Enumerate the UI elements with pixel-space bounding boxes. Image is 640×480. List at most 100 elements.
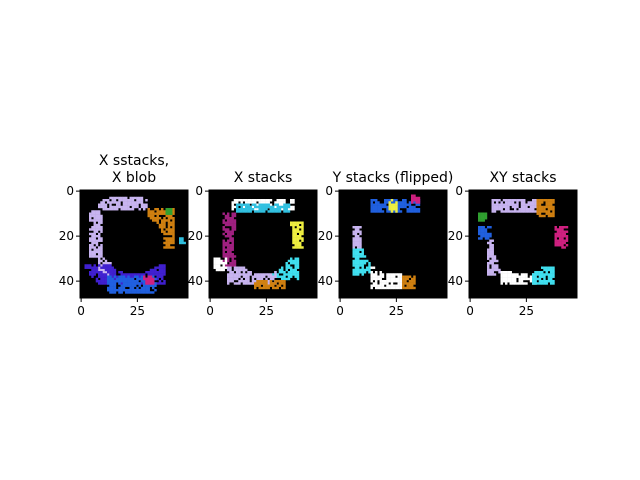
heatmap-cell [413,201,416,204]
heatmap-cell [500,203,503,206]
heatmap-cell [95,268,99,272]
heatmap-cell [129,291,132,294]
heatmap-cell [534,275,537,278]
heatmap-cell [233,226,237,229]
heatmap-cell [213,262,216,265]
heatmap-cell [292,232,295,236]
heatmap-cell [514,275,517,278]
heatmap-cell [138,275,141,278]
heatmap-cell [104,266,108,269]
y-tick-label: 20 [318,229,333,243]
heatmap-cell [113,275,117,278]
heatmap-cell [480,232,483,236]
heatmap-cell [478,228,481,231]
heatmap-cell [89,228,92,231]
heatmap-cell [509,210,512,213]
heatmap-cell [561,246,564,249]
heatmap-cell [545,280,548,283]
heatmap-cell [140,286,144,290]
heatmap-cell [404,199,407,202]
heatmap-cell [357,248,360,251]
heatmap-cell [170,221,173,224]
heatmap-cell [487,237,490,240]
heatmap-cell [357,244,360,247]
heatmap-cell [156,277,159,281]
heatmap-cell [263,201,266,204]
heatmap-cell [386,210,389,213]
y-tick-label: 40 [318,274,333,288]
y-tick-label: 20 [59,229,74,243]
heatmap-cell [493,199,497,202]
heatmap-cell [281,282,284,285]
heatmap-cell [165,237,168,240]
heatmap-cell [361,253,364,256]
heatmap-cell [245,273,248,276]
heatmap-cell [134,196,137,200]
heatmap-cell [547,210,551,213]
heatmap-cell [231,248,234,251]
heatmap-cell [227,280,230,283]
heatmap-cell [149,214,153,218]
heatmap-cell [89,255,92,258]
heatmap-cell [154,277,157,281]
heatmap-cell [561,232,564,236]
heatmap-cell [283,208,286,211]
heatmap-cell [131,196,135,200]
heatmap-cell [242,282,246,285]
heatmap-cell [283,210,286,213]
heatmap-cell [296,228,300,231]
heatmap-cell [381,280,385,283]
heatmap-cell [299,241,302,245]
axes-frame [338,189,448,299]
heatmap-cell [125,289,128,292]
heatmap-cell [218,257,221,260]
heatmap-cell [131,201,135,204]
heatmap-cell [107,271,110,274]
heatmap-cell [290,201,293,204]
heatmap-cell [131,291,135,294]
heatmap-cell [227,277,230,281]
heatmap-cell [397,205,400,209]
heatmap-cell [370,280,373,283]
heatmap-cell [269,284,273,287]
heatmap-cell [222,259,225,263]
heatmap-cell [145,282,148,285]
heatmap-cell [245,268,248,272]
heatmap-cell [370,201,373,204]
heatmap-cell [229,248,232,251]
heatmap-cell [258,201,261,204]
heatmap-cell [231,237,234,240]
heatmap-cell [399,275,403,278]
heatmap-cell [120,282,123,285]
heatmap-cell [170,210,173,213]
heatmap-cell [509,271,512,274]
heatmap-cell [489,262,492,265]
heatmap-cell [163,219,166,222]
heatmap-cell [147,289,150,292]
heatmap-cell [547,280,551,283]
heatmap-cell [260,275,264,278]
heatmap-cell [505,201,508,204]
heatmap-cell [527,203,530,206]
heatmap-cell [550,275,553,278]
heatmap-cell [242,266,246,269]
heatmap-cell [278,205,282,209]
heatmap-cell [550,282,553,285]
heatmap-cell [375,277,378,281]
heatmap-cell [563,230,566,233]
heatmap-cell [161,266,164,269]
heatmap-cell [352,264,355,267]
heatmap-cell [301,228,304,231]
heatmap-cell [480,235,483,238]
heatmap-cell [290,208,293,211]
heatmap-cell [292,235,295,238]
heatmap-cell [545,199,548,202]
heatmap-cell [502,199,506,202]
heatmap-cell [125,275,128,278]
heatmap-cell [145,284,148,287]
heatmap-cell [505,271,508,274]
heatmap-cell [224,253,228,256]
heatmap-cell [93,212,96,215]
heatmap-cell [296,266,300,269]
heatmap-cell [484,214,488,218]
